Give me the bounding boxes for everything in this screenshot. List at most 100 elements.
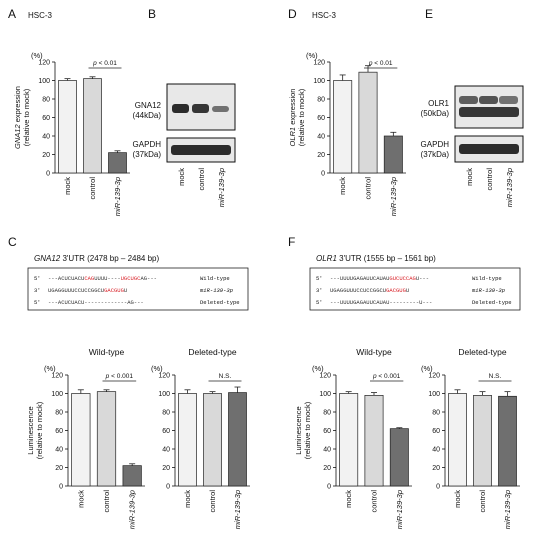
utr-title: OLR1 3'UTR (1555 bp – 1561 bp) xyxy=(316,254,436,263)
y-tick-label: 0 xyxy=(59,484,63,491)
x-tick-label: mock xyxy=(76,490,85,508)
y-tick-label: 20 xyxy=(323,465,331,472)
seq-label: miR-139-3p xyxy=(200,287,233,294)
blot-label: (37kDa) xyxy=(421,150,450,159)
x-tick-label: control xyxy=(364,177,373,200)
bar xyxy=(383,135,403,174)
y-tick-label: 0 xyxy=(46,171,50,178)
seq-text: UGAGGUUUCCUCCGGCUGACGUGU xyxy=(48,287,127,294)
y-tick-label: 40 xyxy=(432,447,440,454)
chart-subtitle: Wild-type xyxy=(89,347,125,357)
y-tick-label: 40 xyxy=(42,134,50,141)
y-tick-label: 100 xyxy=(158,391,170,398)
panel-letter: D xyxy=(288,7,297,21)
x-tick-label: control xyxy=(478,490,487,513)
gapdh-blot-b xyxy=(166,137,236,163)
y-tick-label: 100 xyxy=(313,78,325,85)
y-tick-label: 80 xyxy=(42,97,50,104)
bar xyxy=(473,395,492,487)
y-axis-label: OLR1 expression xyxy=(288,89,297,147)
blot-label: (44kDa) xyxy=(133,111,162,120)
chart-F1: (%) 0 20 40 60 80 100 120 Luminescence (relative … xyxy=(294,347,412,529)
bar xyxy=(358,71,378,174)
y-tick-label: 80 xyxy=(432,410,440,417)
chart-C2: (%) 0 20 40 60 80 100 120 Deleted-type N.S. mock co… xyxy=(151,347,250,529)
x-tick-label: control xyxy=(370,490,379,513)
lane-label: control xyxy=(485,168,494,191)
utr-box xyxy=(309,267,521,311)
y-tick-label: 60 xyxy=(317,115,325,122)
x-tick-label: mock xyxy=(63,177,72,195)
x-tick-label: miR-139-3p xyxy=(128,490,137,529)
seq-text: ---ACUCUACUCAGUUUU----UGCUGCAG--- xyxy=(48,275,157,282)
y-tick-label: 60 xyxy=(55,428,63,435)
y-axis-label: (relative to mock) xyxy=(22,88,31,146)
gapdh-blot-e xyxy=(454,135,524,163)
y-tick-label: 20 xyxy=(432,465,440,472)
x-tick-label: mock xyxy=(183,490,192,508)
y-tick-label: 80 xyxy=(317,97,325,104)
olr1-blot xyxy=(454,85,524,129)
utr-panel: OLR1 3'UTR (1555 bp – 1561 bp) 5' ---UUUUG… xyxy=(309,254,521,311)
y-tick-label: 80 xyxy=(323,410,331,417)
seq-label: Wild-type xyxy=(472,275,502,282)
y-tick-label: 20 xyxy=(317,152,325,159)
y-axis-label: Luminescence xyxy=(26,406,35,454)
blot-band xyxy=(459,107,519,117)
lane-label: miR-139-3p xyxy=(505,168,514,207)
significance-label: p < 0.01 xyxy=(368,60,393,67)
y-tick-label: 60 xyxy=(162,428,170,435)
y-tick-label: 120 xyxy=(158,373,170,380)
y-axis-label: (relative to mock) xyxy=(35,401,44,459)
y-tick-label: 0 xyxy=(166,484,170,491)
blot-band xyxy=(172,104,189,113)
panel-letter: C xyxy=(8,235,17,249)
blot-label: OLR1 xyxy=(428,99,449,108)
panel-letter: E xyxy=(425,7,433,21)
significance-label: p < 0.001 xyxy=(105,373,134,380)
lane-label: miR-139-3p xyxy=(217,168,226,207)
blot-label: GAPDH xyxy=(421,140,450,149)
seq-prefix: 3' xyxy=(34,287,41,294)
y-tick-label: 60 xyxy=(42,115,50,122)
lane-label: mock xyxy=(177,168,186,186)
seq-prefix: 5' xyxy=(316,275,323,282)
bar xyxy=(83,78,102,174)
panel-title: HSC-3 xyxy=(312,11,337,20)
bar xyxy=(58,80,77,174)
bar xyxy=(203,393,222,487)
bar xyxy=(364,395,384,487)
bar xyxy=(178,393,197,487)
significance-label: N.S. xyxy=(219,373,232,380)
y-axis-label: Luminescence xyxy=(294,406,303,454)
x-tick-label: mock xyxy=(338,177,347,195)
x-tick-label: control xyxy=(208,490,217,513)
y-tick-label: 120 xyxy=(319,373,331,380)
seq-text: ---UUUUGAGAUUCAUAU---------U--- xyxy=(330,299,432,306)
x-tick-label: mock xyxy=(344,490,353,508)
blot-label: GNA12 xyxy=(135,101,162,110)
y-unit-label: (%) xyxy=(312,364,324,373)
panel-letter: B xyxy=(148,7,156,21)
panel-title: HSC-3 xyxy=(28,11,53,20)
y-tick-label: 0 xyxy=(327,484,331,491)
bar xyxy=(71,393,91,487)
x-tick-label: miR-139-3p xyxy=(395,490,404,529)
utr-panel: GNA12 3'UTR (2478 bp – 2484 bp) 5' ---ACUC… xyxy=(27,254,249,311)
x-tick-label: miR-139-3p xyxy=(233,490,242,529)
y-unit-label: (%) xyxy=(421,364,433,373)
y-tick-label: 80 xyxy=(55,410,63,417)
seq-prefix: 3' xyxy=(316,287,323,294)
y-tick-label: 80 xyxy=(162,410,170,417)
chart-subtitle: Deleted-type xyxy=(188,347,236,357)
y-tick-label: 20 xyxy=(42,152,50,159)
significance-label: p < 0.01 xyxy=(92,60,117,67)
y-tick-label: 120 xyxy=(51,373,63,380)
seq-text: UGAGGUUUCCUCCGGCUGACGUGU xyxy=(330,287,409,294)
panel-letter: F xyxy=(288,235,295,249)
y-unit-label: (%) xyxy=(151,364,163,373)
y-tick-label: 40 xyxy=(55,447,63,454)
chart-subtitle: Deleted-type xyxy=(458,347,506,357)
